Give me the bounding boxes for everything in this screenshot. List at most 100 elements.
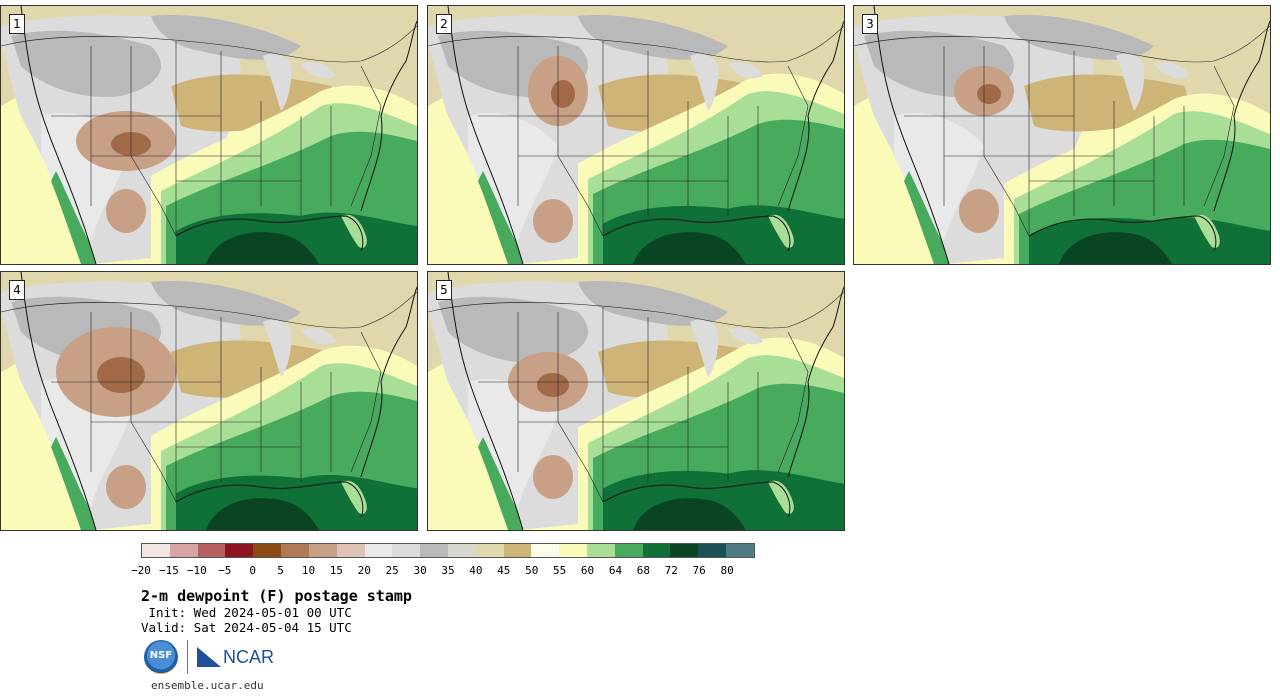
colorbar-segment bbox=[142, 544, 170, 557]
colorbar-segment bbox=[614, 544, 643, 557]
panel-number-label: 3 bbox=[862, 14, 878, 34]
dry-brown-pocket-south bbox=[533, 199, 573, 243]
colorbar-tick-label: 45 bbox=[497, 564, 511, 577]
colorbar-segment bbox=[642, 544, 671, 557]
great-lakes-east bbox=[728, 327, 763, 345]
florida-peninsula bbox=[341, 214, 367, 248]
east-coastline bbox=[787, 20, 844, 212]
east-coastline bbox=[787, 286, 844, 478]
dewpoint-map-3 bbox=[854, 6, 1270, 264]
dry-brown-core bbox=[97, 357, 145, 393]
colorbar-segment bbox=[420, 544, 448, 557]
colorbar-segment bbox=[169, 544, 198, 557]
pacific-coast-moisture bbox=[51, 437, 96, 530]
colorbar-tick-label: 10 bbox=[301, 564, 316, 577]
light-dry-region bbox=[468, 378, 558, 507]
colorbar-tick-label: 20 bbox=[357, 564, 371, 577]
colorbar-tick-label: 55 bbox=[553, 564, 567, 577]
west-coastline bbox=[873, 6, 950, 264]
colorbar-tick-label: 60 bbox=[580, 564, 595, 577]
dry-brown-core bbox=[977, 84, 1001, 104]
west-coastline bbox=[20, 272, 97, 530]
colorbar-tick-label: 30 bbox=[413, 564, 427, 577]
gulf-darkest-green bbox=[633, 498, 746, 530]
political-boundaries bbox=[854, 25, 1270, 237]
site-url: ensemble.ucar.edu bbox=[151, 679, 264, 692]
gulf-coastline bbox=[175, 481, 364, 518]
colorbar-tick-label: 25 bbox=[385, 564, 399, 577]
great-lakes-east bbox=[301, 61, 336, 79]
colorbar-segment bbox=[531, 544, 560, 557]
dewpoint-colorbar bbox=[141, 543, 755, 558]
florida-peninsula bbox=[768, 214, 794, 248]
gulf-darkest-green bbox=[206, 498, 319, 530]
colorbar-segment bbox=[197, 544, 226, 557]
colorbar-segment bbox=[392, 544, 421, 557]
dewpoint-map-2 bbox=[428, 6, 844, 264]
gulf-coastline bbox=[602, 481, 791, 518]
gulf-coastline bbox=[1028, 215, 1217, 252]
colorbar-tick-label: 72 bbox=[664, 564, 678, 577]
very-dry-north bbox=[578, 281, 728, 326]
dry-brown-core bbox=[537, 373, 569, 397]
very-dry-north bbox=[578, 15, 728, 60]
colorbar-tick-label: 68 bbox=[636, 564, 650, 577]
light-dry-region bbox=[468, 112, 558, 241]
very-dry-north bbox=[1004, 15, 1154, 60]
pacific-coast-moisture bbox=[478, 171, 523, 264]
colorbar-segment bbox=[281, 544, 309, 557]
ncar-logo: NCAR bbox=[197, 647, 274, 668]
map-panel-3: 3 bbox=[853, 5, 1271, 265]
map-panel-2: 2 bbox=[427, 5, 845, 265]
colorbar-segment bbox=[364, 544, 393, 557]
east-coastline bbox=[1213, 20, 1270, 212]
great-lakes bbox=[263, 319, 292, 377]
dewpoint-map-1 bbox=[1, 6, 417, 264]
political-boundaries bbox=[1, 291, 417, 503]
colorbar-segment bbox=[475, 544, 504, 557]
florida-peninsula bbox=[1194, 214, 1220, 248]
east-coastline bbox=[360, 286, 417, 478]
east-coastline bbox=[360, 20, 417, 212]
ncar-logo-icon bbox=[197, 647, 221, 667]
colorbar-segment bbox=[253, 544, 282, 557]
west-coastline bbox=[447, 6, 524, 264]
ncar-logo-text: NCAR bbox=[223, 646, 275, 667]
init-time: Init: Wed 2024-05-01 00 UTC bbox=[141, 605, 352, 620]
colorbar-ticks: −20 −15 −10 −5 0 5 10 15 20 25 30 35 40 45 50 55 60 64 68 7… bbox=[131, 564, 755, 578]
colorbar-tick-label: 76 bbox=[692, 564, 706, 577]
plot-title: 2-m dewpoint (F) postage stamp bbox=[141, 587, 412, 605]
colorbar-tick-label: −20 bbox=[131, 564, 151, 577]
florida-peninsula bbox=[341, 480, 367, 514]
colorbar-segment bbox=[559, 544, 587, 557]
gulf-coastline bbox=[175, 215, 364, 252]
dewpoint-map-5 bbox=[428, 272, 844, 530]
colorbar-segment bbox=[726, 544, 754, 557]
dry-brown-pocket-south bbox=[533, 455, 573, 499]
very-dry-north bbox=[151, 281, 301, 326]
colorbar-segment bbox=[308, 544, 337, 557]
political-boundaries bbox=[428, 291, 844, 503]
colorbar-segment bbox=[447, 544, 476, 557]
political-boundaries bbox=[428, 25, 844, 237]
very-dry-north bbox=[151, 15, 301, 60]
florida-peninsula bbox=[768, 480, 794, 514]
great-lakes bbox=[1116, 53, 1145, 111]
colorbar-tick-label: 50 bbox=[525, 564, 539, 577]
dry-brown-pocket-south bbox=[106, 465, 146, 509]
map-panel-4: 4 bbox=[0, 271, 418, 531]
great-lakes bbox=[690, 319, 719, 377]
great-lakes-east bbox=[301, 327, 336, 345]
great-lakes-east bbox=[728, 61, 763, 79]
colorbar-tick-label: 80 bbox=[720, 564, 734, 577]
colorbar-tick-label: 5 bbox=[277, 564, 284, 577]
colorbar-tick-label: −15 bbox=[158, 564, 179, 577]
logo-divider bbox=[187, 640, 188, 674]
colorbar-tick-label: 64 bbox=[608, 564, 623, 577]
very-dry-region bbox=[438, 296, 588, 363]
colorbar-segment bbox=[587, 544, 615, 557]
dry-brown-pocket-south bbox=[959, 189, 999, 233]
logos: NSF NCAR bbox=[144, 639, 274, 675]
political-boundaries bbox=[1, 25, 417, 237]
pacific-coast-moisture bbox=[904, 171, 949, 264]
